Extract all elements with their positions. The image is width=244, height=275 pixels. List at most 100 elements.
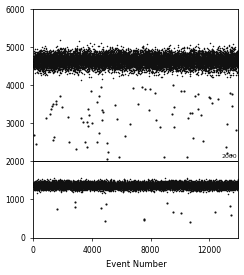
Point [43, 184, 47, 188]
Point [214, 182, 218, 187]
Point [146, 185, 150, 189]
Point [227, 185, 231, 189]
Point [78, 56, 82, 60]
Point [200, 58, 203, 63]
Point [96, 53, 100, 58]
Point [177, 51, 181, 56]
Point [52, 181, 56, 185]
Point [201, 57, 205, 62]
Point [63, 57, 67, 62]
Point [155, 60, 159, 64]
Point [234, 184, 237, 188]
Point [97, 183, 101, 188]
Point [137, 65, 141, 69]
Point [194, 57, 198, 62]
Point [189, 60, 193, 64]
Point [117, 186, 121, 191]
Point [105, 50, 109, 54]
Point [183, 186, 186, 190]
Point [74, 51, 78, 56]
Point [38, 181, 42, 185]
Point [168, 185, 172, 190]
Point [103, 218, 107, 223]
Point [227, 56, 231, 60]
Point [161, 183, 165, 188]
Point [131, 86, 134, 91]
Point [92, 183, 95, 188]
Point [68, 54, 72, 59]
Point [169, 184, 173, 188]
Point [102, 60, 106, 65]
Point [97, 94, 101, 98]
Point [92, 184, 95, 188]
Point [149, 184, 152, 189]
Point [72, 57, 76, 62]
Point [185, 183, 189, 187]
Point [51, 62, 55, 66]
Point [204, 186, 208, 191]
Point [134, 183, 138, 187]
Point [38, 51, 41, 55]
Point [77, 180, 81, 185]
Point [167, 186, 171, 190]
Point [234, 182, 238, 186]
Point [123, 182, 127, 186]
Point [133, 182, 137, 187]
Point [117, 180, 121, 184]
Point [101, 180, 105, 184]
Point [183, 55, 186, 60]
Point [105, 62, 109, 67]
Point [173, 61, 177, 65]
Point [174, 59, 178, 64]
Point [45, 57, 49, 62]
Point [234, 182, 237, 187]
Point [187, 184, 191, 189]
Point [221, 57, 225, 62]
Point [60, 47, 64, 51]
Point [154, 60, 158, 64]
Point [114, 54, 118, 59]
Point [202, 54, 206, 58]
Point [216, 182, 220, 186]
Point [172, 50, 176, 54]
Point [188, 60, 192, 65]
Point [160, 60, 164, 64]
Point [38, 184, 42, 189]
Point [226, 63, 230, 67]
Point [64, 66, 68, 71]
Point [220, 181, 224, 185]
Point [225, 60, 229, 65]
Point [161, 180, 165, 184]
Point [204, 180, 208, 185]
Point [172, 54, 176, 58]
Point [228, 185, 232, 189]
Point [76, 183, 80, 187]
Point [42, 188, 46, 192]
Point [57, 182, 61, 186]
Point [201, 56, 205, 60]
Point [98, 183, 102, 188]
Point [34, 62, 38, 67]
Point [173, 51, 177, 56]
Point [182, 180, 186, 185]
Point [172, 125, 176, 129]
Point [95, 64, 99, 68]
Point [101, 56, 105, 60]
Point [214, 185, 218, 189]
Point [174, 65, 178, 69]
Point [46, 61, 50, 65]
Point [148, 55, 152, 59]
Point [143, 65, 147, 70]
Point [200, 52, 204, 56]
Point [143, 49, 147, 53]
Point [194, 56, 198, 61]
Point [173, 53, 177, 57]
Point [124, 56, 128, 61]
Point [235, 182, 239, 186]
Point [203, 182, 207, 186]
Point [175, 185, 179, 189]
Point [153, 184, 157, 188]
Point [177, 61, 181, 66]
Point [38, 59, 41, 63]
Point [104, 184, 108, 188]
